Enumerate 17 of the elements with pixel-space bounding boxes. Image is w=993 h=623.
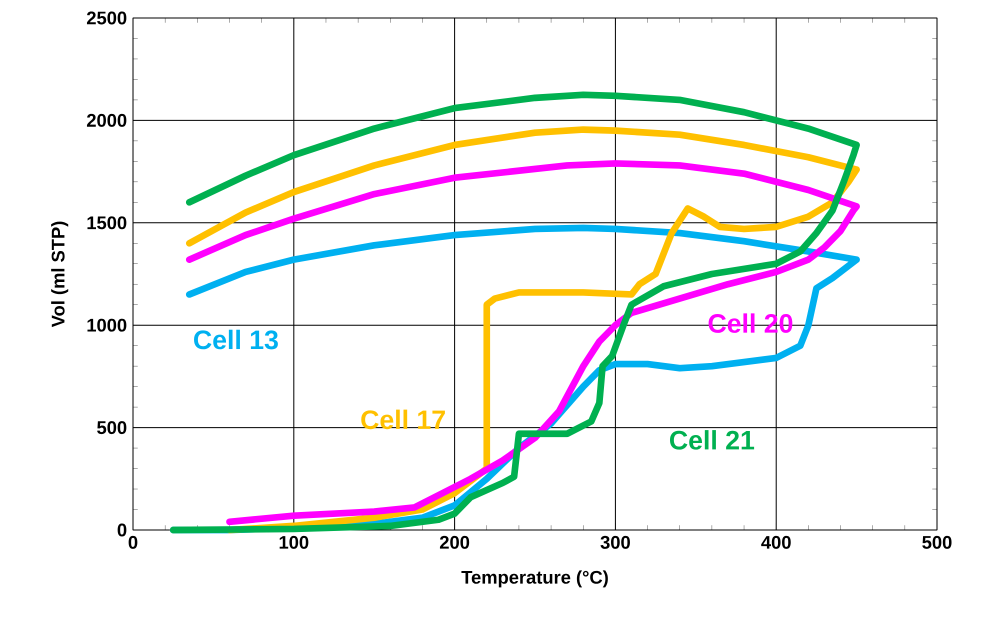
- series-label: Cell 17: [361, 410, 445, 430]
- y-tick-label: 2500: [86, 12, 126, 24]
- x-tick-label: 200: [440, 536, 470, 549]
- y-tick-label: 0: [118, 524, 126, 536]
- x-tick-label: 100: [280, 536, 308, 549]
- x-tick-label: 400: [761, 536, 791, 549]
- text: Cell 21: [670, 430, 754, 450]
- series-label: Cell 13: [194, 330, 278, 350]
- y-axis-title: Vol (ml STP): [51, 222, 68, 328]
- y-tick-label: 500: [97, 421, 126, 434]
- x-tick-label: 0: [128, 536, 138, 549]
- x-axis-title: Temperature (°C): [461, 570, 608, 588]
- y-tick-label: 2000: [86, 114, 126, 127]
- x-tick-label: 500: [922, 536, 952, 549]
- y-tick-label: 1000: [87, 318, 126, 332]
- x-tick-label: 300: [600, 536, 630, 549]
- y-tick-label: 1500: [87, 216, 126, 230]
